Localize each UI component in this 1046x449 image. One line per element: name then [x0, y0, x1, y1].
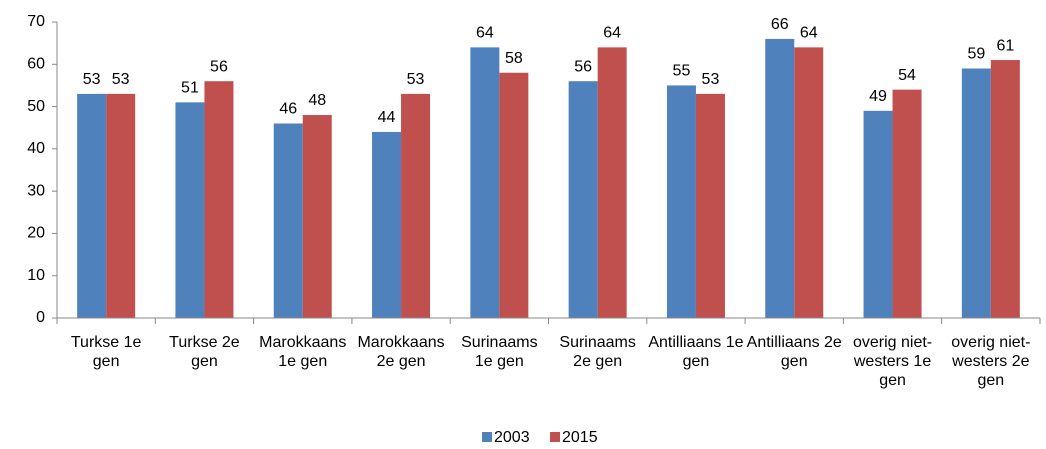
value-label: 55: [673, 63, 691, 80]
bar: [863, 110, 893, 318]
value-label: 53: [407, 71, 425, 88]
x-tick-label: Surinaams 2e gen: [559, 334, 636, 370]
bar: [470, 47, 500, 318]
bar: [892, 89, 922, 319]
bar: [401, 93, 431, 318]
x-tick-label: Surinaams 1e gen: [461, 334, 538, 370]
bar: [204, 81, 234, 318]
value-label: 56: [210, 58, 228, 75]
value-label: 44: [378, 109, 396, 126]
x-tick-label: Antilliaans 1e gen: [648, 334, 744, 370]
value-label: 53: [83, 71, 101, 88]
bar: [794, 47, 824, 318]
x-tick-label: overig niet-westers 2e gen: [951, 334, 1031, 389]
x-tick-label: Marokkaans 2e gen: [357, 334, 445, 370]
y-tick-label: 70: [27, 13, 45, 30]
x-tick-label: Marokkaans 1e gen: [259, 334, 347, 370]
value-label: 61: [996, 37, 1014, 54]
legend-label: 2003: [494, 429, 530, 446]
value-label: 46: [279, 101, 297, 118]
bar: [765, 38, 795, 319]
y-tick-label: 10: [27, 267, 45, 284]
value-label: 53: [702, 71, 720, 88]
legend-label: 2015: [562, 429, 598, 446]
y-tick-label: 50: [27, 98, 45, 115]
bar: [372, 131, 402, 318]
legend-swatch: [482, 432, 492, 442]
value-label: 66: [771, 16, 789, 33]
value-label: 51: [181, 80, 199, 97]
y-tick-label: 30: [27, 182, 45, 199]
x-tick-label: Antilliaans 2e gen: [746, 334, 842, 370]
y-tick-label: 0: [36, 309, 45, 326]
bar: [499, 72, 529, 318]
bar: [568, 81, 598, 318]
bar: [990, 60, 1020, 319]
y-tick-label: 20: [27, 225, 45, 242]
bar: [106, 93, 136, 318]
bar: [666, 85, 696, 318]
value-label: 49: [869, 88, 887, 105]
legend-swatch: [550, 432, 560, 442]
value-label: 53: [112, 71, 130, 88]
value-label: 64: [603, 25, 621, 42]
y-tick-label: 60: [27, 56, 45, 73]
x-tick-label: overig niet-westers 1e gen: [852, 334, 933, 389]
value-label: 64: [800, 25, 818, 42]
bar: [597, 47, 627, 318]
y-tick-label: 40: [27, 140, 45, 157]
bar: [175, 102, 205, 318]
value-label: 58: [505, 50, 523, 67]
bar: [695, 93, 725, 318]
value-label: 54: [898, 67, 916, 84]
bar: [961, 68, 991, 318]
bar: [302, 115, 332, 319]
value-label: 56: [574, 58, 592, 75]
x-tick-label: Turkse 2e gen: [169, 334, 240, 370]
value-label: 64: [476, 25, 494, 42]
bar: [77, 93, 107, 318]
value-label: 59: [967, 46, 985, 63]
x-tick-label: Turkse 1e gen: [70, 334, 142, 370]
value-label: 48: [308, 92, 326, 109]
bar: [273, 123, 303, 318]
